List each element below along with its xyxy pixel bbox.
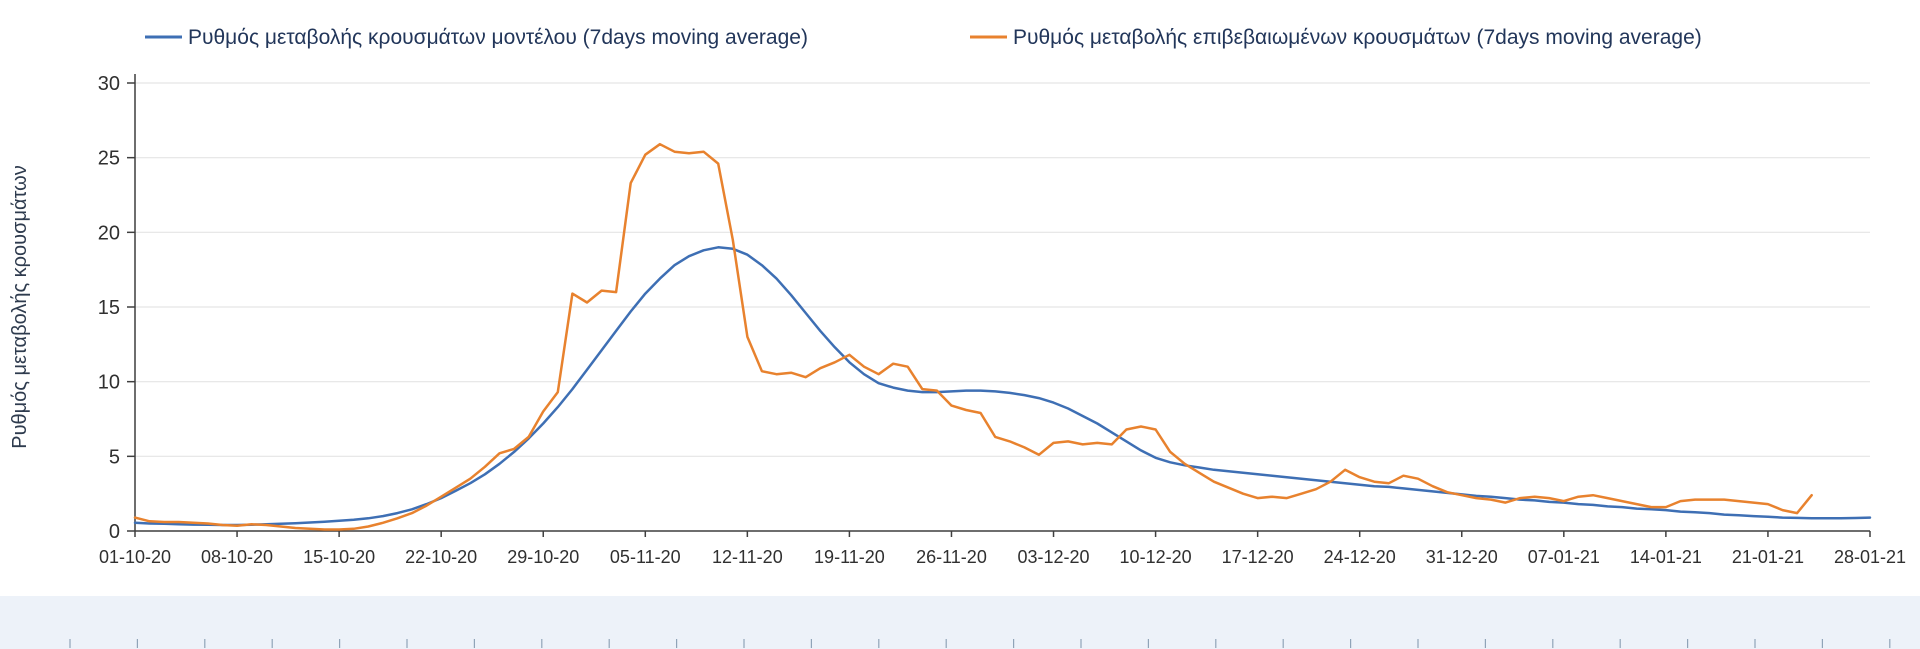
x-tick-label: 29-10-20: [507, 547, 579, 567]
x-tick-label: 15-10-20: [303, 547, 375, 567]
x-tick-label: 31-12-20: [1426, 547, 1498, 567]
legend-item-confirmed[interactable]: Ρυθμός μεταβολής επιβεβαιωμένων κρουσμάτ…: [970, 26, 1702, 49]
y-tick-label: 0: [109, 521, 120, 543]
legend-item-model[interactable]: Ρυθμός μεταβολής κρουσμάτων μοντέλου (7d…: [145, 26, 808, 49]
y-tick-label: 10: [98, 372, 120, 394]
y-axis-title: Ρυθμός μεταβολής κρουσμάτων: [9, 165, 31, 449]
x-tick-label: 01-10-20: [99, 547, 171, 567]
x-tick-label: 05-11-20: [610, 547, 681, 567]
series-line-1: [133, 142, 1813, 531]
x-tick-label: 21-01-21: [1732, 547, 1804, 567]
series-line-0: [133, 246, 1872, 527]
x-tick-label: 19-11-20: [814, 547, 885, 567]
x-tick-label: 17-12-20: [1222, 547, 1294, 567]
series-lines: [133, 142, 1872, 531]
y-tick-label: 15: [98, 297, 120, 319]
x-tick-label: 03-12-20: [1017, 547, 1089, 567]
y-tick-label: 25: [98, 148, 120, 170]
x-tick-label: 22-10-20: [405, 547, 477, 567]
y-tick-label: 30: [98, 73, 120, 95]
gridlines: [135, 82, 1870, 457]
rangeslider-ticks: [69, 639, 1891, 648]
legend-label-confirmed[interactable]: Ρυθμός μεταβολής επιβεβαιωμένων κρουσμάτ…: [1013, 26, 1702, 49]
legend: Ρυθμός μεταβολής κρουσμάτων μοντέλου (7d…: [145, 26, 1702, 49]
legend-label-model[interactable]: Ρυθμός μεταβολής κρουσμάτων μοντέλου (7d…: [188, 26, 808, 49]
x-tick-label: 08-10-20: [201, 547, 273, 567]
x-axis-ticks: 01-10-20 08-10-20 15-10-20 22-10-20 29-10-20…: [99, 531, 1906, 567]
axes: [134, 74, 1870, 532]
x-tick-label: 28-01-21: [1834, 547, 1906, 567]
x-tick-label: 26-11-20: [916, 547, 987, 567]
x-tick-label: 07-01-21: [1528, 547, 1600, 567]
x-tick-label: 10-12-20: [1120, 547, 1192, 567]
y-axis-ticks: 0 5 10 15 20 25 30: [98, 73, 135, 543]
x-tick-label: 14-01-21: [1630, 547, 1702, 567]
rangeslider-strip[interactable]: [0, 596, 1920, 649]
y-tick-label: 20: [98, 222, 120, 244]
x-tick-label: 12-11-20: [712, 547, 783, 567]
y-tick-label: 5: [109, 446, 120, 468]
x-tick-label: 24-12-20: [1324, 547, 1396, 567]
